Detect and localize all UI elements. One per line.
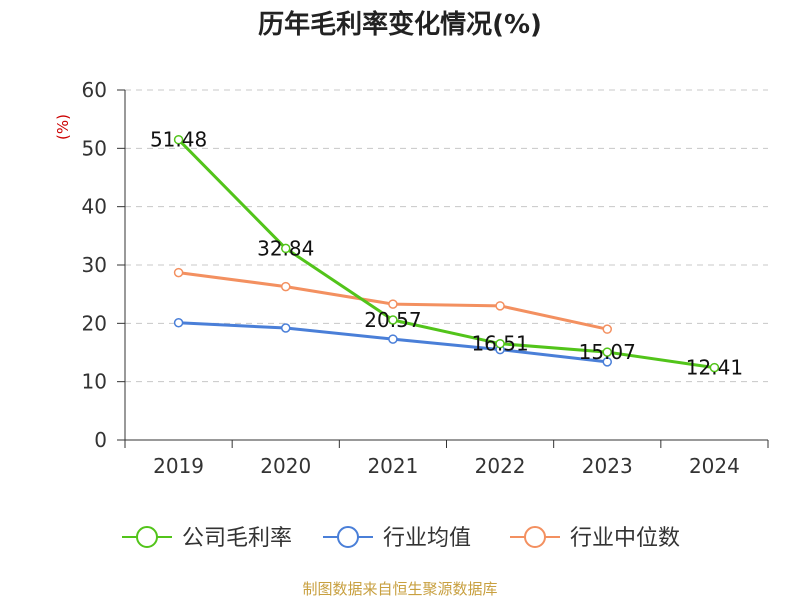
data-label: 32.84 bbox=[257, 236, 314, 260]
data-point bbox=[602, 324, 612, 334]
data-point bbox=[388, 299, 398, 309]
legend-label: 公司毛利率 bbox=[182, 526, 292, 551]
axes: 0 10 20 30 40 50 60 2019 2020 2021 2022 2023 2024 bbox=[82, 78, 769, 478]
y-tick-label: 0 bbox=[94, 428, 107, 452]
data-point bbox=[495, 301, 505, 311]
y-tick-label: 50 bbox=[82, 136, 107, 160]
legend-swatch-marker bbox=[524, 526, 546, 548]
data-label: 20.57 bbox=[364, 308, 421, 332]
data-point bbox=[388, 334, 398, 344]
y-tick-label: 20 bbox=[82, 311, 107, 335]
y-tick-label: 30 bbox=[82, 253, 107, 277]
y-tick-label: 60 bbox=[82, 78, 107, 102]
data-label: 51.48 bbox=[150, 128, 207, 152]
data-point bbox=[281, 323, 291, 333]
legend-swatch-marker bbox=[337, 526, 359, 548]
data-point bbox=[281, 281, 291, 292]
data-point bbox=[388, 315, 398, 325]
y-tick-label: 10 bbox=[82, 370, 107, 394]
y-tick-label: 40 bbox=[82, 195, 107, 219]
data-point bbox=[173, 318, 184, 328]
gridlines bbox=[125, 89, 768, 383]
data-point bbox=[173, 134, 184, 145]
x-tick-label: 2019 bbox=[153, 454, 204, 478]
x-tick-label: 2024 bbox=[689, 454, 740, 478]
data-point bbox=[602, 347, 612, 357]
data-label: 12.41 bbox=[686, 356, 743, 380]
series-line bbox=[177, 138, 715, 370]
x-tick-label: 2020 bbox=[260, 454, 311, 478]
data-point bbox=[495, 338, 505, 349]
x-tick-label: 2022 bbox=[475, 454, 526, 478]
chart-title: 历年毛利率变化情况(%) bbox=[258, 10, 542, 40]
legend-label: 行业中位数 bbox=[570, 526, 680, 551]
data-point bbox=[173, 267, 184, 278]
data-point bbox=[602, 357, 612, 367]
data-point bbox=[709, 362, 720, 373]
source-note: 制图数据来自恒生聚源数据库 bbox=[302, 580, 498, 598]
data-label: 15.07 bbox=[579, 340, 636, 364]
x-tick-label: 2023 bbox=[582, 454, 633, 478]
y-axis-label: (%) bbox=[54, 114, 72, 140]
legend: 公司毛利率 行业均值 行业中位数 bbox=[122, 526, 680, 551]
series-lines bbox=[173, 134, 720, 373]
data-label: 16.51 bbox=[471, 332, 528, 356]
data-labels: 51.48 32.84 20.57 16.51 15.07 12.41 bbox=[150, 128, 743, 380]
data-point bbox=[281, 243, 291, 254]
legend-label: 行业均值 bbox=[383, 526, 471, 551]
x-tick-label: 2021 bbox=[367, 454, 418, 478]
legend-swatch-marker bbox=[136, 526, 158, 548]
